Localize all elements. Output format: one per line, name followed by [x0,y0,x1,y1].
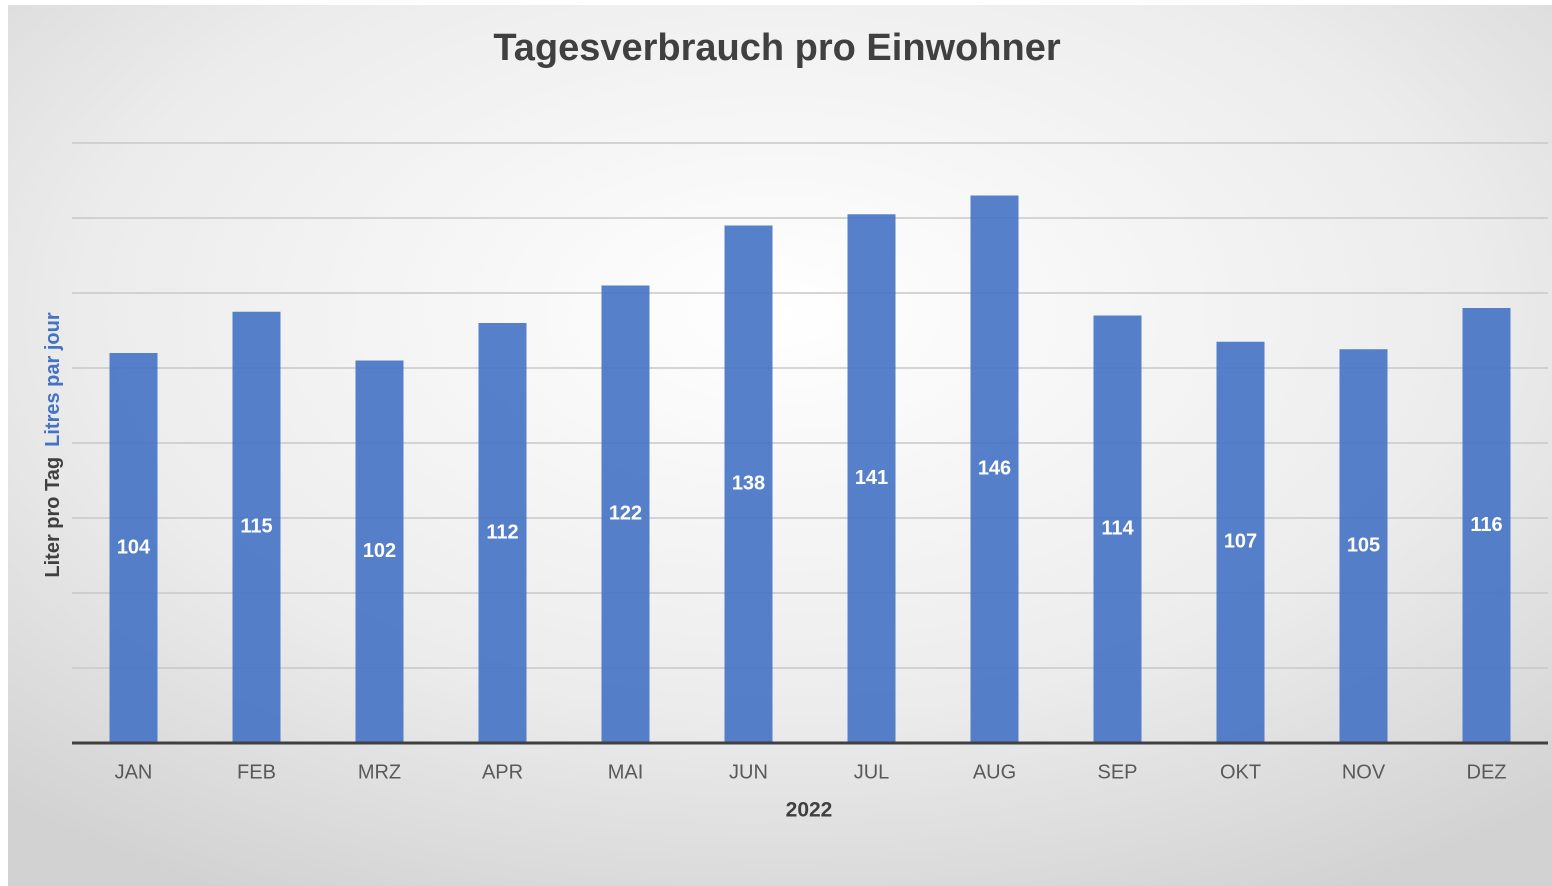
chart-title: Tagesverbrauch pro Einwohner [493,27,1061,69]
x-tick-label: NOV [1342,761,1386,783]
bar [1462,308,1511,743]
x-tick-label: JAN [115,761,153,783]
data-label: 115 [240,516,272,538]
x-tick-label: FEB [237,761,276,783]
y-axis-label-fr: Litres par jour [42,312,64,447]
bar [970,195,1019,743]
data-label: 102 [363,540,396,562]
data-label: 105 [1347,534,1380,556]
x-tick-label: APR [482,761,523,783]
bar [355,360,404,743]
data-label: 114 [1101,518,1134,540]
x-tick-label: OKT [1220,761,1261,783]
bar [847,214,896,743]
data-label: 116 [1470,514,1502,536]
x-tick-label: MAI [608,761,644,783]
x-tick-label: MRZ [358,761,401,783]
x-tick-label: JUN [729,761,768,783]
bar [232,311,281,743]
bar [601,285,650,743]
data-label: 138 [732,473,765,495]
bar [1093,315,1142,743]
x-tick-label: AUG [973,761,1016,783]
bar [724,225,773,743]
bar [109,353,158,743]
x-tick-label: JUL [854,761,890,783]
y-axis-label-de: Liter pro Tag [42,457,64,578]
bar [478,323,527,743]
data-label: 141 [855,467,888,489]
data-label: 122 [609,503,642,525]
bar [1216,341,1265,743]
x-tick-label: DEZ [1467,761,1507,783]
bar [1339,349,1388,743]
y-axis-label: Liter pro Tag Litres par jour [42,312,64,577]
data-label: 104 [117,536,151,558]
data-label: 107 [1224,531,1257,553]
x-axis-label: 2022 [786,799,833,822]
data-label: 146 [978,458,1011,480]
data-label: 112 [486,521,518,543]
x-tick-label: SEP [1097,761,1137,783]
